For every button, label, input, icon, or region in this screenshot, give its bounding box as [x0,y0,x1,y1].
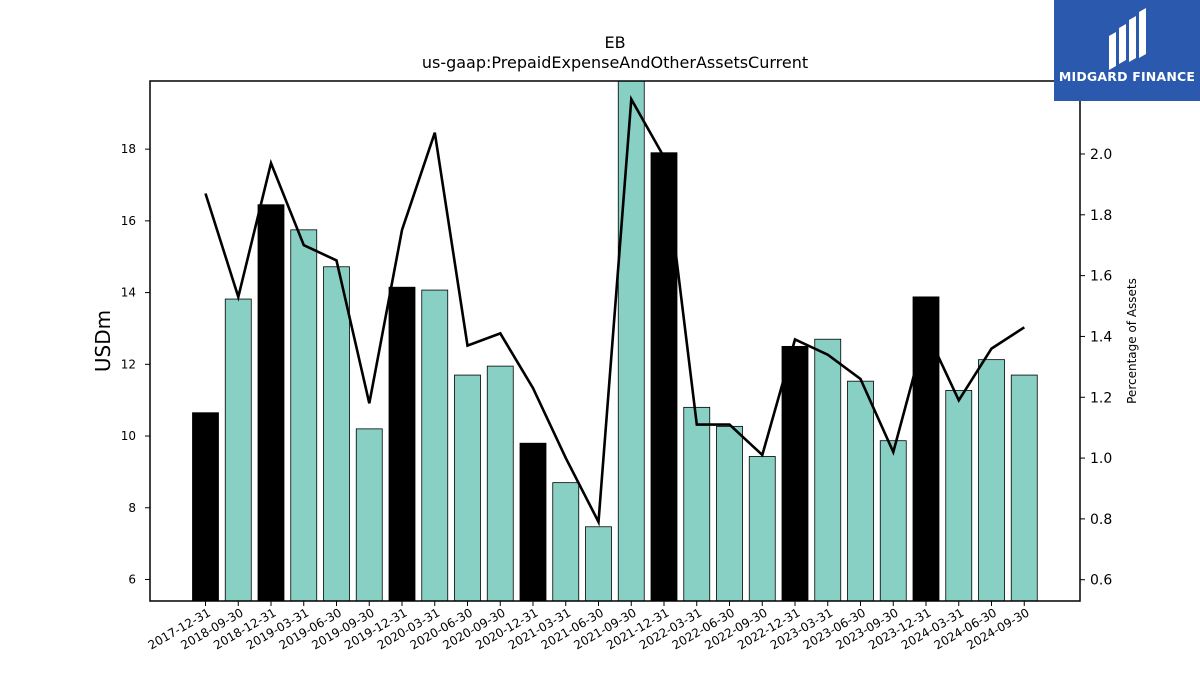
bar-2019-06-30 [323,266,350,602]
bar-2020-09-30 [486,365,514,602]
bar-2024-09-30 [1010,374,1038,602]
bar-2018-09-30 [224,298,252,602]
y-axis-label-left: USDm [91,310,115,372]
bar-2024-03-31 [945,390,973,602]
chart-title: EB [604,33,625,52]
bar-2022-12-31 [781,345,809,602]
y-right-tick-label: 1.2 [1090,390,1112,406]
bar-2018-12-31 [257,204,285,602]
line-layer [204,94,1026,527]
bar-2019-09-30 [355,428,383,602]
x-axis: 2017-12-312018-09-302018-12-312019-03-31… [146,601,1032,652]
plot-frame [149,80,1081,602]
bar-2021-06-30 [585,526,612,602]
percentage-line [204,94,1026,527]
bar-2020-06-30 [454,374,481,602]
y-right-tick-label: 0.8 [1090,512,1112,528]
bar-2024-06-30 [978,359,1005,602]
bar-2021-03-31 [552,482,580,602]
logo-text: MIDGARD FINANCE [1058,69,1196,84]
bar-2022-06-30 [716,425,743,602]
y-right-tick-label: 0.6 [1090,573,1112,589]
bar-2020-12-31 [519,442,547,602]
bar-2023-03-31 [814,338,842,602]
y-tick-label: 10 [121,429,136,443]
bar-2019-12-31 [388,286,416,602]
bar-group [192,80,1038,602]
bar-2021-12-31 [650,152,678,602]
y-tick-label: 12 [121,357,136,371]
bar-2023-06-30 [847,380,874,602]
bar-2019-03-31 [290,229,318,602]
bar-2022-09-30 [748,456,776,602]
bar-2017-12-31 [192,412,219,602]
y-right-tick-label: 1.6 [1090,269,1112,285]
y-right-tick-label: 1.4 [1090,329,1112,345]
brand-logo: MIDGARD FINANCE [1054,0,1200,101]
y-right-tick-label: 2.0 [1090,147,1112,163]
chart-subtitle: us-gaap:PrepaidExpenseAndOtherAssetsCurr… [422,53,808,72]
y-right-tick-label: 1.8 [1090,208,1112,224]
midgard-logo-icon [1109,8,1146,70]
bar-2020-03-31 [421,289,449,602]
bar-2023-12-31 [912,296,940,602]
y-axis-right: 0.6 0.8 1.0 1.2 1.4 1.6 1.8 2.0 [1080,147,1112,589]
y-axis-label-right: Percentage of Assets [1125,278,1139,404]
y-tick-label: 14 [121,286,136,300]
y-right-tick-label: 1.0 [1090,451,1112,467]
y-axis-left: 6 8 10 12 14 16 18 [121,142,150,586]
y-tick-label: 18 [121,142,136,156]
y-tick-label: 16 [121,214,136,228]
bar-2023-09-30 [879,440,907,602]
bar-2021-09-30 [617,80,645,602]
bar-2022-03-31 [683,406,711,602]
y-tick-label: 8 [128,501,136,515]
y-tick-label: 6 [128,572,136,586]
